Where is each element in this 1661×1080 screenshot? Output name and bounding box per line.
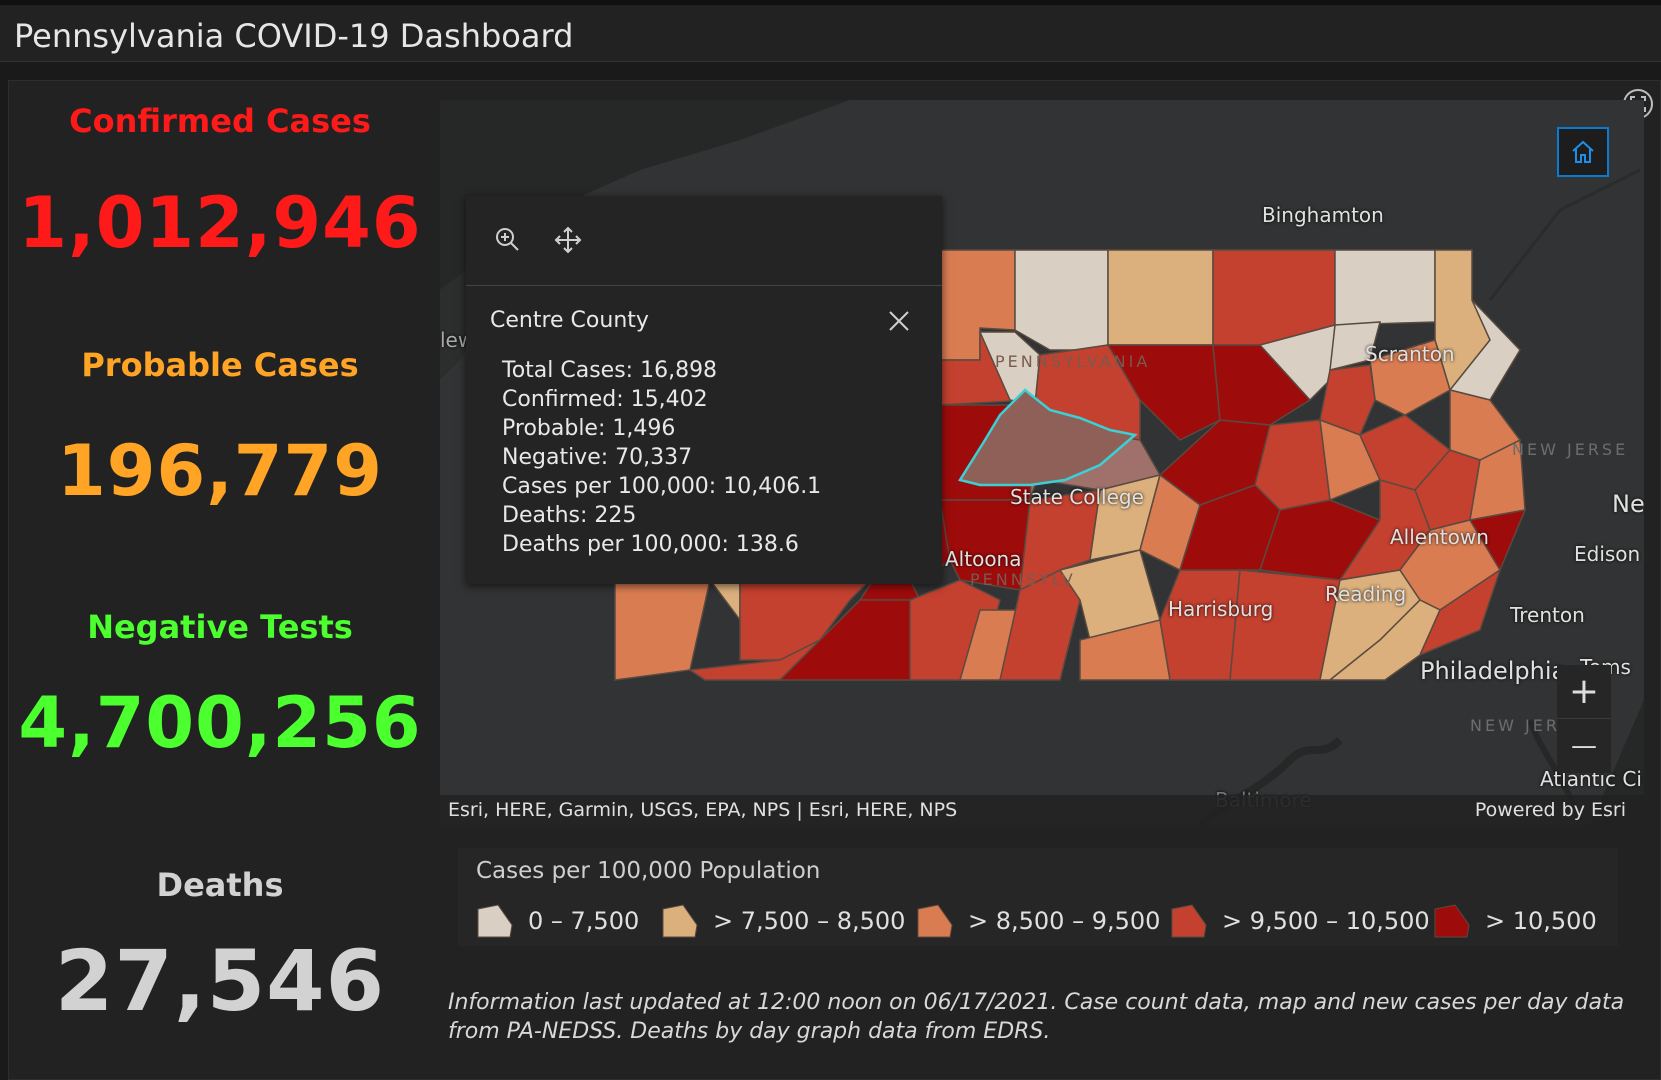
legend-swatch (477, 904, 513, 938)
legend-label: > 10,500 (1485, 907, 1597, 935)
popup-probable: Probable: 1,496 (502, 416, 676, 441)
popup-details: Total Cases: 16,898 Confirmed: 15,402 Pr… (502, 356, 821, 559)
move-icon[interactable] (552, 224, 584, 256)
county-popup: Centre County Total Cases: 16,898 Confir… (466, 196, 942, 584)
home-icon (1572, 140, 1594, 163)
close-icon[interactable] (884, 306, 914, 336)
map-view[interactable]: Binghamton Scranton State College Altoon… (440, 100, 1644, 825)
confirmed-cases-label: Confirmed Cases (69, 102, 371, 140)
home-button[interactable] (1557, 127, 1609, 177)
popup-cases-per-100k: Cases per 100,000: 10,406.1 (502, 474, 822, 499)
stats-column: Confirmed Cases 1,012,946 Probable Cases… (0, 82, 440, 1080)
legend-label: 0 – 7,500 (528, 907, 640, 935)
label-ne: Ne (1612, 490, 1644, 518)
label-allentown: Allentown (1390, 525, 1489, 549)
legend-item: > 10,500 (1433, 900, 1597, 942)
label-binghamton: Binghamton (1262, 203, 1384, 227)
popup-title: Centre County (490, 308, 649, 333)
legend-item: 0 – 7,500 (476, 900, 639, 942)
negative-tests-label: Negative Tests (87, 608, 353, 646)
label-state-college: State College (1010, 485, 1144, 509)
negative-tests-value: 4,700,256 (18, 682, 422, 764)
legend-label: > 8,500 – 9,500 (968, 907, 1161, 935)
legend-swatch (1434, 904, 1470, 938)
update-note-line-1: Information last updated at 12:00 noon o… (448, 990, 1625, 1015)
zoom-out-button[interactable]: — (1571, 731, 1597, 761)
powered-by-esri-link[interactable]: Powered by Esri (1474, 799, 1626, 821)
label-new-jersey-1: NEW JERSE (1512, 440, 1629, 459)
popup-negative: Negative: 70,337 (502, 445, 693, 470)
legend-swatch (1171, 904, 1207, 938)
label-scranton: Scranton (1365, 342, 1455, 366)
centre-county-highlight (958, 388, 1138, 487)
map-legend: Cases per 100,000 Population 0 – 7,500 >… (458, 848, 1618, 946)
label-altoona: Altoona (945, 547, 1022, 571)
legend-item: > 7,500 – 8,500 (661, 900, 905, 942)
probable-cases-value: 196,779 (57, 430, 383, 512)
zoom-in-icon[interactable] (492, 224, 524, 256)
label-pennsylvania-1: PENNSYLVANIA (995, 352, 1151, 371)
confirmed-cases-value: 1,012,946 (18, 182, 422, 264)
legend-swatch (662, 904, 698, 938)
legend-item: > 9,500 – 10,500 (1170, 900, 1430, 942)
dashboard-header: Pennsylvania COVID-19 Dashboard (0, 0, 1661, 62)
label-trenton: Trenton (1510, 603, 1585, 627)
popup-deaths-per-100k: Deaths per 100,000: 138.6 (502, 532, 799, 557)
map-attribution: Esri, HERE, Garmin, USGS, EPA, NPS | Esr… (440, 795, 1644, 825)
deaths-value: 27,546 (54, 932, 386, 1030)
popup-total-cases: Total Cases: 16,898 (502, 358, 718, 383)
zoom-in-button[interactable]: + (1557, 665, 1611, 719)
label-philadelphia: Philadelphia (1420, 657, 1567, 685)
label-harrisburg: Harrisburg (1168, 597, 1274, 621)
deaths-label: Deaths (156, 866, 284, 904)
update-note: Information last updated at 12:00 noon o… (448, 988, 1638, 1046)
label-reading: Reading (1325, 582, 1407, 606)
legend-item: > 8,500 – 9,500 (916, 900, 1160, 942)
label-pennsylvania-2: PENNSYLV (970, 570, 1076, 589)
dashboard-title: Pennsylvania COVID-19 Dashboard (14, 17, 574, 55)
update-note-line-2: from PA-NEDSS. Deaths by day graph data … (448, 1019, 1051, 1044)
popup-deaths: Deaths: 225 (502, 503, 637, 528)
attribution-sources: Esri, HERE, Garmin, USGS, EPA, NPS | Esr… (448, 799, 958, 821)
label-edison: Edison (1574, 542, 1641, 566)
legend-label: > 9,500 – 10,500 (1222, 907, 1430, 935)
legend-swatch (917, 904, 953, 938)
popup-toolbar (466, 196, 942, 286)
popup-confirmed: Confirmed: 15,402 (502, 387, 708, 412)
label-new-jersey-2: NEW JER (1470, 716, 1560, 735)
legend-label: > 7,500 – 8,500 (713, 907, 906, 935)
probable-cases-label: Probable Cases (81, 346, 359, 384)
legend-title: Cases per 100,000 Population (476, 858, 821, 884)
zoom-controls: + — (1557, 665, 1611, 773)
